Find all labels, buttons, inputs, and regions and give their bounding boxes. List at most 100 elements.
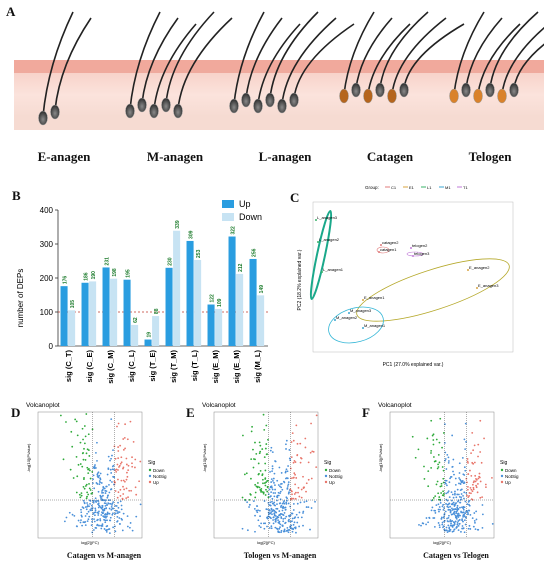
bar-up [60, 286, 68, 346]
volcano-point-notsig [96, 483, 99, 485]
volcano-point-notsig [418, 523, 420, 526]
volcano-point-notsig [449, 511, 452, 514]
volcano-point-notsig [453, 521, 456, 524]
volcano-point-notsig [284, 506, 287, 509]
volcano-point-down [77, 463, 80, 466]
hair-bulb [265, 92, 275, 108]
pca-legend-label: E1 [409, 185, 415, 190]
volcano-point-down [82, 458, 85, 461]
volcano-point-down [86, 491, 89, 494]
volcano-point-down [430, 449, 433, 452]
volcano-point-notsig [460, 488, 463, 491]
volcano-point-up [294, 461, 297, 463]
volcano-point-up [126, 438, 129, 441]
volcano-point-up [128, 489, 131, 492]
volcano-point-up [125, 478, 128, 481]
volcano-point-notsig [276, 516, 279, 519]
volcano-point-up [115, 470, 118, 473]
volcano-point-up [122, 493, 125, 495]
volcano-point-notsig [273, 504, 276, 506]
volcano-point-down [430, 452, 432, 454]
volcano-point-notsig [275, 527, 278, 530]
volcano-point-notsig [458, 523, 461, 525]
volcano-point-notsig [457, 507, 459, 510]
volcano-point-down [430, 419, 433, 422]
volcano-legend-label: Up [329, 480, 335, 485]
volcano-point-notsig [110, 506, 113, 508]
volcano-point-notsig [475, 518, 478, 521]
volcano-point-down [261, 474, 264, 477]
volcano-point-down [78, 493, 81, 496]
volcano-point-down [83, 442, 86, 445]
volcano-point-notsig [274, 520, 277, 523]
volcano-point-notsig [462, 520, 464, 523]
volcano-point-notsig [271, 465, 274, 467]
volcano-point-up [478, 476, 481, 479]
volcano-point-down [241, 496, 244, 499]
volcano-point-notsig [441, 521, 444, 524]
volcano-point-notsig [84, 524, 87, 527]
volcano-point-notsig [468, 499, 471, 502]
pca-point-label: catagen2 [382, 240, 399, 245]
volcano-point-notsig [246, 529, 249, 532]
volcano-point-notsig [92, 513, 95, 515]
volcano-point-up [125, 487, 128, 490]
hair-shaft [141, 17, 179, 104]
volcano-point-up [292, 439, 295, 442]
volcano-point-up [304, 437, 307, 440]
volcano-point-notsig [115, 505, 118, 507]
volcano-point-up [472, 486, 475, 489]
volcano-point-notsig [286, 526, 289, 529]
bar-chart-ylabel: number of DEPs [16, 269, 25, 328]
volcano-point-up [477, 455, 479, 458]
volcano-ylabel: -log[10](PValue) [202, 443, 207, 472]
volcano-point-notsig [102, 499, 105, 501]
volcano-point-up [470, 488, 473, 491]
volcano-point-notsig [106, 495, 109, 497]
hair-shaft [513, 43, 544, 89]
volcano-point-notsig [268, 509, 271, 512]
bar-y-tick-label: 100 [40, 308, 54, 317]
volcano-point-notsig [465, 516, 467, 519]
volcano-point-notsig [454, 493, 456, 496]
bar-category-label: sig (C_T) [64, 350, 73, 383]
volcano-point-notsig [294, 527, 297, 530]
volcano-point-notsig [437, 503, 440, 506]
volcano-point-notsig [289, 505, 292, 508]
volcano-point-notsig [90, 524, 93, 527]
volcano-point-down [85, 497, 88, 500]
volcano-point-notsig [455, 512, 457, 515]
volcano-point-notsig [114, 504, 117, 507]
volcano-point-up [295, 477, 298, 479]
volcano-point-up [126, 475, 129, 478]
volcano-point-down [265, 481, 268, 484]
volcano-point-notsig [253, 507, 256, 510]
volcano-point-notsig [420, 524, 422, 527]
volcano-legend-label: Down [505, 468, 517, 473]
panel-a-letter: A [6, 4, 16, 19]
hair-shaft [129, 11, 161, 110]
pca-point [334, 319, 336, 321]
volcano-point-notsig [286, 487, 289, 489]
pca-point [317, 241, 319, 243]
volcano-title: Volcanoplot [202, 402, 236, 409]
volcano-point-notsig [285, 499, 288, 502]
volcano-point-up [295, 424, 298, 427]
volcano-point-notsig [279, 485, 281, 488]
volcano-point-notsig [98, 524, 100, 527]
volcano-point-notsig [465, 492, 468, 494]
volcano-point-notsig [277, 521, 280, 524]
hair-bulb [399, 82, 409, 98]
volcano-point-down [442, 469, 445, 472]
volcano-point-notsig [105, 515, 108, 518]
volcano-point-notsig [491, 522, 494, 525]
bar-value-label: 149 [259, 285, 265, 294]
bar-up [249, 258, 257, 346]
volcano-point-notsig [448, 496, 451, 499]
volcano-point-notsig [459, 483, 462, 485]
volcano-point-up [116, 496, 119, 499]
volcano-legend-dot [148, 480, 152, 484]
volcano-point-down [258, 452, 261, 455]
volcano-point-notsig [274, 460, 276, 462]
volcano-point-notsig [89, 502, 91, 505]
